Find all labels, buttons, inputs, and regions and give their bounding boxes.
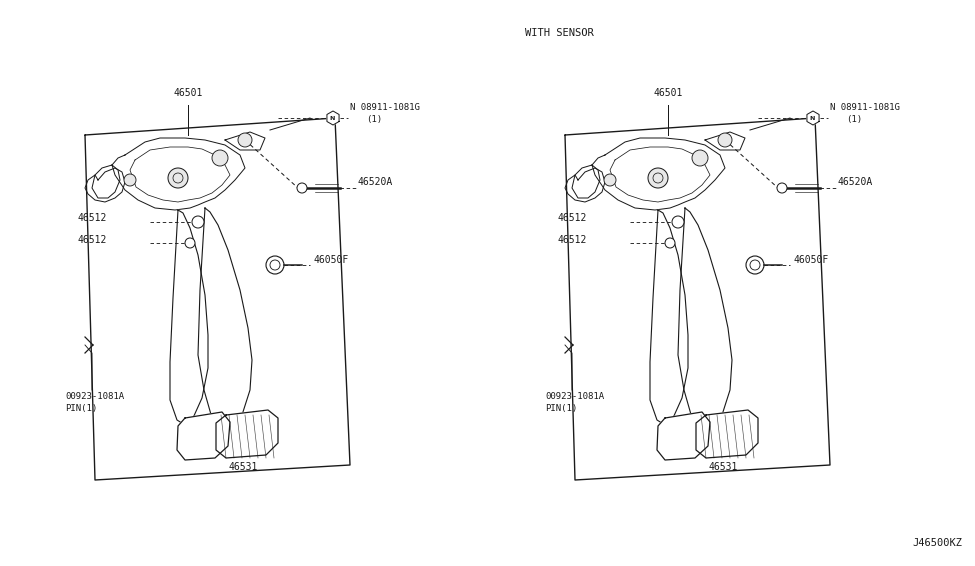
Polygon shape	[327, 111, 339, 125]
Text: 46512: 46512	[78, 213, 107, 223]
Text: 46512: 46512	[558, 213, 587, 223]
Circle shape	[648, 168, 668, 188]
Circle shape	[672, 216, 684, 228]
Text: 46531: 46531	[708, 462, 738, 472]
Polygon shape	[678, 208, 732, 425]
Circle shape	[746, 256, 764, 274]
Text: (1): (1)	[366, 115, 382, 124]
Circle shape	[212, 150, 228, 166]
Text: 46512: 46512	[558, 235, 587, 245]
Circle shape	[665, 238, 675, 248]
Polygon shape	[170, 210, 208, 425]
Text: PIN(1): PIN(1)	[65, 404, 98, 413]
Polygon shape	[696, 410, 758, 458]
Text: J46500KZ: J46500KZ	[912, 538, 962, 548]
Circle shape	[266, 256, 284, 274]
Circle shape	[692, 150, 708, 166]
Circle shape	[297, 183, 307, 193]
Text: N: N	[330, 115, 334, 121]
Text: 46520A: 46520A	[358, 177, 393, 187]
Text: 46050F: 46050F	[314, 255, 349, 265]
Circle shape	[185, 238, 195, 248]
Text: 46520A: 46520A	[838, 177, 874, 187]
Text: 46050F: 46050F	[794, 255, 830, 265]
Text: (1): (1)	[846, 115, 862, 124]
Text: N 08911-1081G: N 08911-1081G	[350, 103, 420, 112]
Text: 46501: 46501	[653, 88, 682, 98]
Text: PIN(1): PIN(1)	[545, 404, 577, 413]
Text: 00923-1081A: 00923-1081A	[65, 392, 124, 401]
Circle shape	[168, 168, 188, 188]
Text: 46501: 46501	[174, 88, 203, 98]
Polygon shape	[198, 208, 252, 425]
Circle shape	[192, 216, 204, 228]
Circle shape	[124, 174, 136, 186]
Text: 46512: 46512	[78, 235, 107, 245]
Text: N 08911-1081G: N 08911-1081G	[830, 103, 900, 112]
Polygon shape	[657, 412, 710, 460]
Polygon shape	[807, 111, 819, 125]
Circle shape	[604, 174, 616, 186]
Polygon shape	[216, 410, 278, 458]
Text: 00923-1081A: 00923-1081A	[545, 392, 604, 401]
Circle shape	[777, 183, 787, 193]
Polygon shape	[650, 210, 688, 425]
Circle shape	[238, 133, 252, 147]
Text: 46531: 46531	[228, 462, 257, 472]
Text: N: N	[809, 115, 815, 121]
Polygon shape	[177, 412, 230, 460]
Circle shape	[718, 133, 732, 147]
Text: WITH SENSOR: WITH SENSOR	[525, 28, 594, 38]
